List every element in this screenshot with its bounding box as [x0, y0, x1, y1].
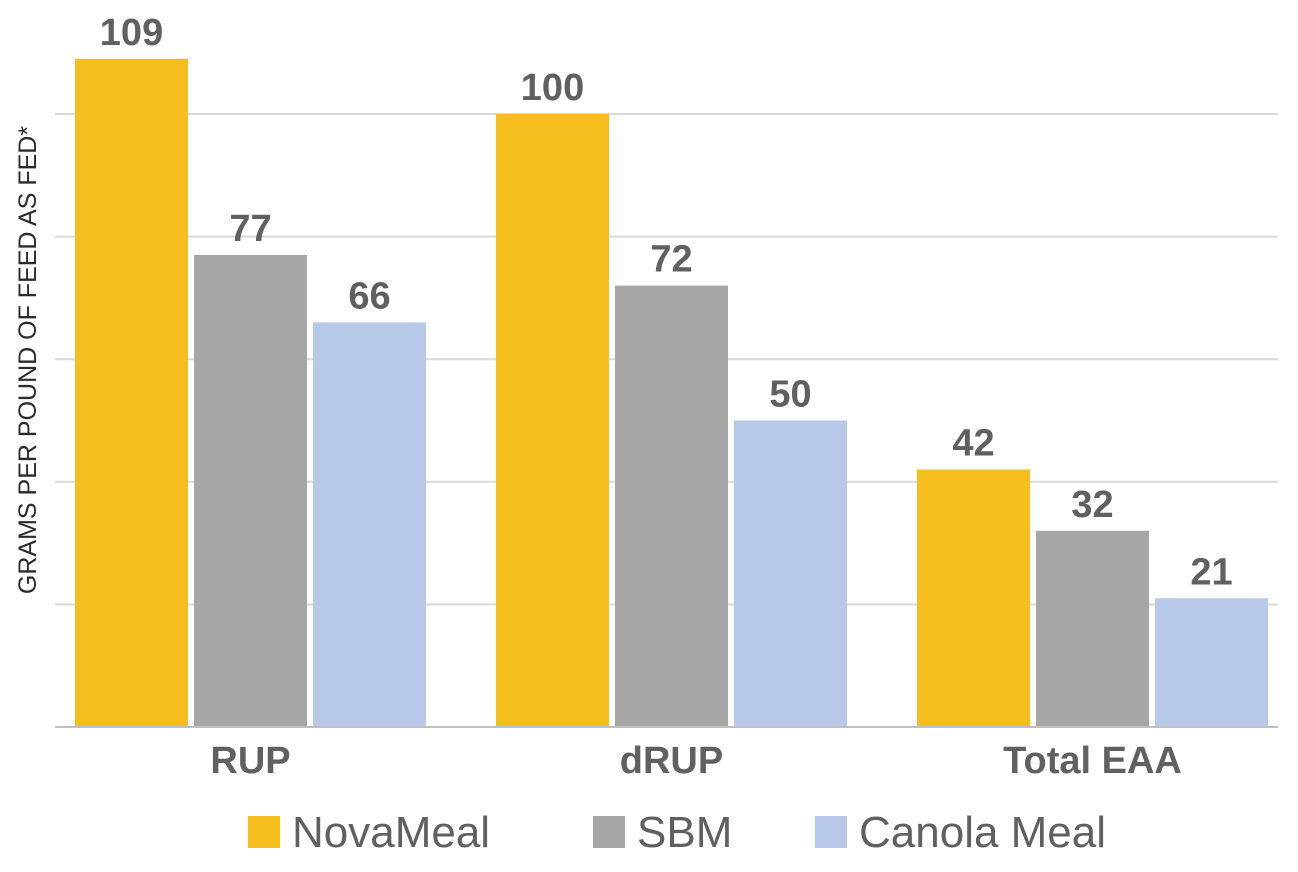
bar	[1155, 598, 1268, 727]
bar	[615, 285, 728, 727]
bar	[496, 114, 609, 727]
data-labels: 109 77 66 100 72 50 42 32 21	[100, 12, 1233, 593]
bar	[194, 254, 307, 728]
bar	[313, 322, 426, 727]
data-label: 77	[229, 208, 271, 250]
category-label: RUP	[210, 740, 290, 782]
bar	[75, 58, 188, 727]
bar	[1036, 530, 1149, 727]
category-labels: RUP dRUP Total EAA	[210, 740, 1181, 782]
legend: NovaMeal SBM Canola Meal	[248, 808, 1106, 857]
legend-label: SBM	[637, 808, 732, 857]
legend-label: Canola Meal	[859, 808, 1106, 857]
category-label: Total EAA	[1003, 740, 1182, 782]
bar	[917, 469, 1030, 727]
data-label: 21	[1190, 551, 1232, 593]
bar	[734, 420, 847, 727]
bars	[75, 58, 1268, 728]
data-label: 100	[521, 67, 584, 109]
legend-label: NovaMeal	[292, 808, 490, 857]
legend-swatch	[593, 816, 625, 848]
category-label: dRUP	[620, 740, 723, 782]
data-label: 72	[650, 239, 692, 281]
data-label: 32	[1071, 484, 1113, 526]
legend-swatch	[815, 816, 847, 848]
legend-item: SBM	[593, 808, 732, 857]
y-axis-title: GRAMS PER POUND OF FEED AS FED*	[14, 126, 42, 594]
legend-item: NovaMeal	[248, 808, 490, 857]
legend-item: Canola Meal	[815, 808, 1106, 857]
legend-swatch	[248, 816, 280, 848]
data-label: 50	[769, 374, 811, 416]
data-label: 109	[100, 12, 163, 54]
data-label: 66	[348, 275, 390, 317]
data-label: 42	[952, 423, 994, 465]
